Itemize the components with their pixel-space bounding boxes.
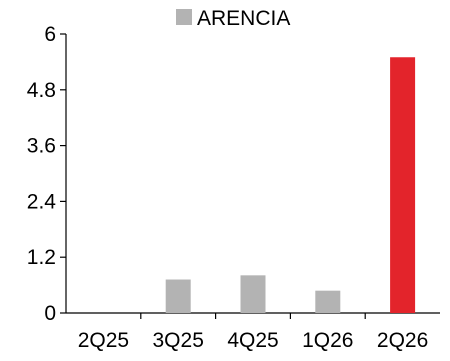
legend-label: ARENCIA bbox=[197, 7, 290, 30]
x-tick-label: 4Q25 bbox=[227, 329, 278, 352]
y-tick-label: 6 bbox=[44, 23, 56, 46]
bar-3q25 bbox=[165, 279, 191, 313]
x-tick-label: 1Q26 bbox=[302, 329, 353, 352]
legend-swatch bbox=[176, 9, 192, 25]
y-tick-label: 2.4 bbox=[27, 190, 57, 213]
bar-1q26 bbox=[315, 290, 341, 313]
axis-labels: 0 1.2 2.4 3.6 4.8 6 2Q25 3Q25 4Q25 1Q26 2Q26 bbox=[27, 23, 428, 352]
x-tick-label: 2Q25 bbox=[78, 329, 129, 352]
y-tick-label: 1.2 bbox=[27, 246, 56, 269]
y-tick-label: 3.6 bbox=[27, 135, 56, 158]
bar-2q26 bbox=[390, 57, 416, 313]
legend: ARENCIA bbox=[176, 7, 290, 30]
y-tick-label: 4.8 bbox=[27, 79, 56, 102]
bars bbox=[165, 57, 416, 313]
x-tick-label: 2Q26 bbox=[377, 329, 428, 352]
bar-4q25 bbox=[240, 275, 266, 313]
x-tick-label: 3Q25 bbox=[153, 329, 204, 352]
y-tick-label: 0 bbox=[44, 302, 56, 325]
